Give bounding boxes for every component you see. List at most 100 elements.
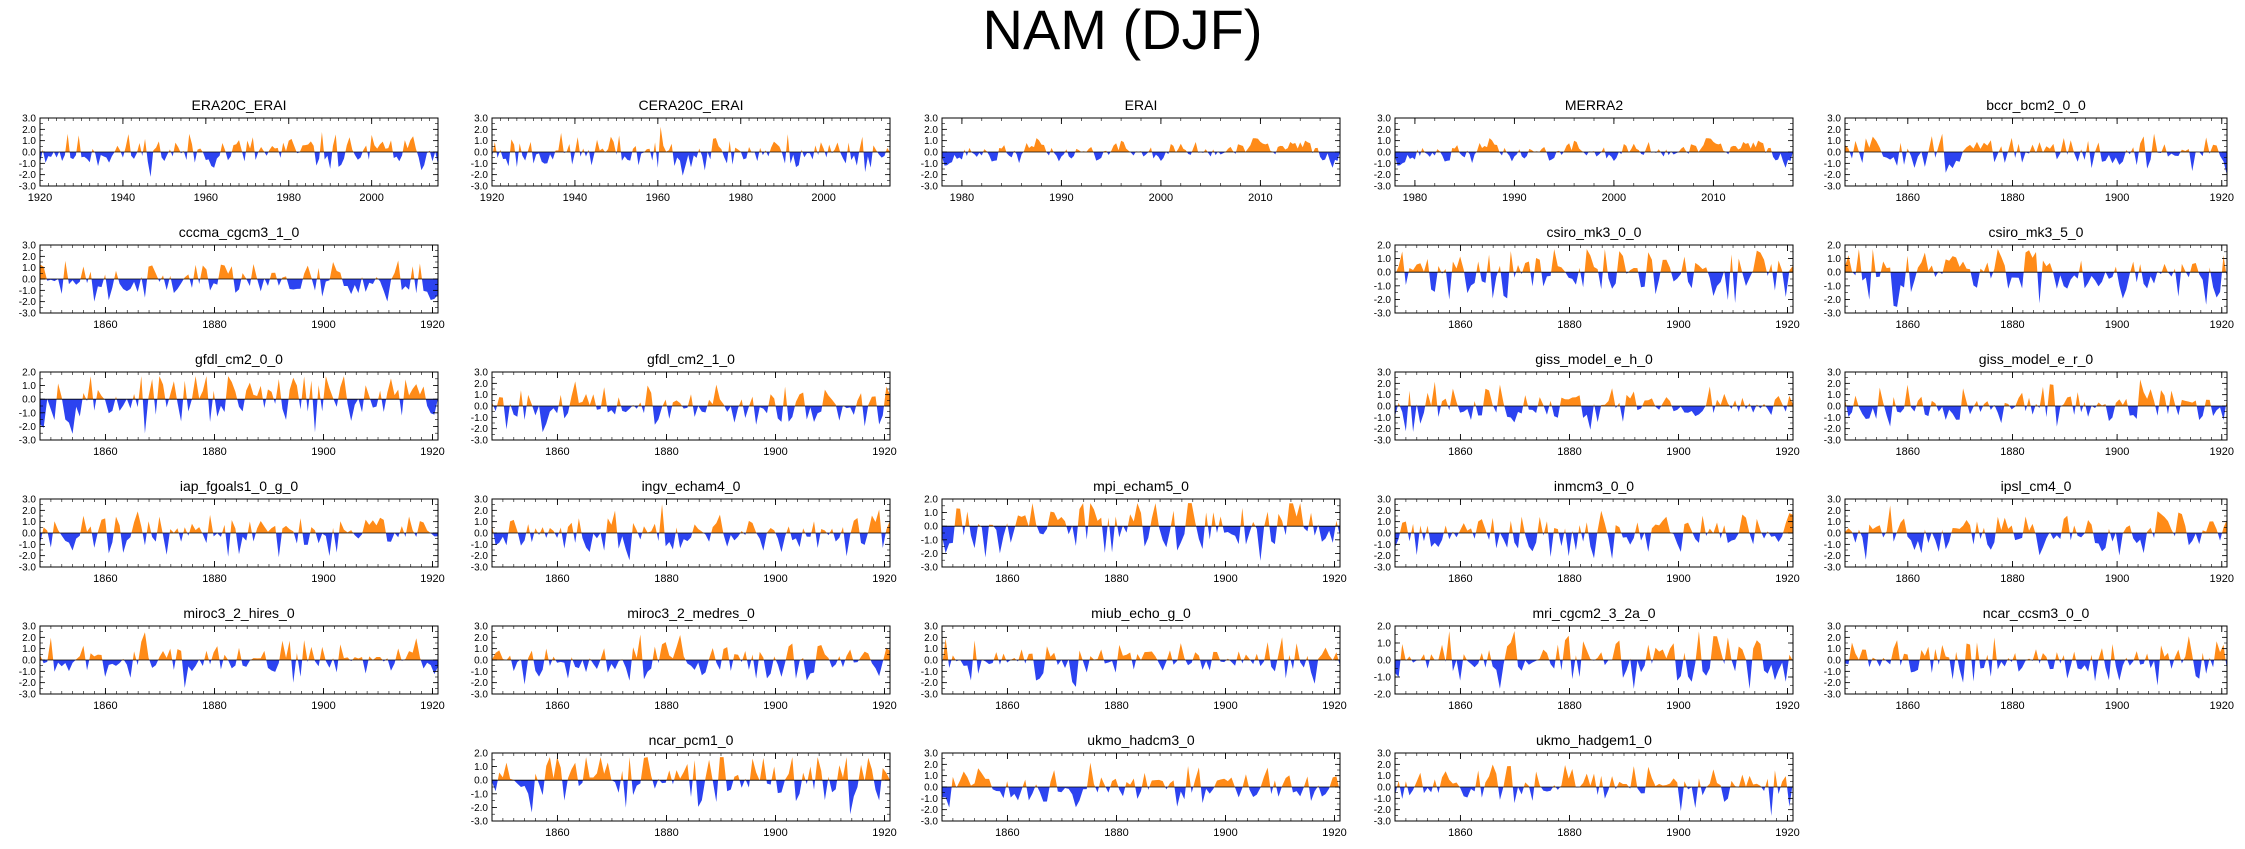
x-tick-label: 1960: [194, 192, 218, 204]
y-tick-label: 1.0: [1377, 771, 1391, 782]
x-tick-label: 1900: [763, 827, 787, 839]
panel-giss_model_e_h_0: giss_model_e_h_0 3.02.01.00.0-1.0-2.0-3.0…: [1374, 351, 1800, 458]
y-tick-label: -1.0: [1824, 281, 1842, 292]
panel-iap_fgoals1_0_g_0: iap_fgoals1_0_g_0 3.02.01.00.0-1.0-2.0-3.…: [19, 478, 445, 585]
y-tick-label: 0.0: [1377, 783, 1391, 794]
x-tick-label: 1900: [1213, 700, 1237, 712]
x-tick-label: 1880: [654, 446, 678, 458]
y-tick-label: 1.0: [474, 644, 488, 655]
x-tick-label: 1880: [1557, 700, 1581, 712]
y-tick-label: -2.0: [19, 551, 37, 562]
y-tick-label: -3.0: [1374, 817, 1392, 828]
y-tick-label: 2.0: [924, 760, 938, 771]
panel-title: ERA20C_ERAI: [192, 97, 287, 113]
y-tick-label: 2.0: [1377, 622, 1391, 633]
y-tick-label: -1.0: [1374, 159, 1392, 170]
y-tick-label: -1.0: [471, 789, 489, 800]
y-tick-label: 0.0: [474, 656, 488, 667]
panel-cccma_cgcm3_1_0: cccma_cgcm3_1_0 3.02.01.00.0-1.0-2.0-3.0 1…: [19, 224, 445, 331]
x-tick-label: 1880: [2000, 573, 2024, 585]
y-tick-label: -2.0: [19, 297, 37, 308]
panel-title: ncar_pcm1_0: [649, 732, 734, 748]
x-tick-label: 1920: [1775, 446, 1799, 458]
panel-title: inmcm3_0_0: [1554, 478, 1634, 494]
y-tick-label: 1.0: [22, 644, 36, 655]
y-tick-label: -3.0: [1374, 436, 1392, 447]
y-tick-label: 2.0: [1827, 506, 1841, 517]
x-tick-label: 1920: [2210, 192, 2234, 204]
y-tick-label: 1.0: [22, 136, 36, 147]
y-tick-label: -2.0: [1824, 424, 1842, 435]
panel-ukmo_hadcm3_0: ukmo_hadcm3_0 3.02.01.00.0-1.0-2.0-3.0 186…: [921, 732, 1347, 839]
x-tick-label: 1880: [2000, 446, 2024, 458]
y-tick-label: 1.0: [1377, 136, 1391, 147]
y-tick-label: -3.0: [921, 690, 939, 701]
y-tick-label: 1.0: [1377, 639, 1391, 650]
y-tick-label: 1.0: [1377, 254, 1391, 265]
x-tick-label: 1860: [995, 827, 1019, 839]
y-tick-label: -3.0: [921, 563, 939, 574]
positive-area: [1845, 505, 2227, 533]
x-tick-label: 1860: [995, 573, 1019, 585]
x-tick-label: 1920: [872, 573, 896, 585]
y-tick-label: -3.0: [1824, 436, 1842, 447]
y-tick-label: 3.0: [1827, 114, 1841, 125]
y-tick-label: -1.0: [921, 535, 939, 546]
x-tick-label: 1920: [420, 319, 444, 331]
plot-frame: [1394, 244, 1794, 314]
y-tick-label: -3.0: [471, 182, 489, 193]
y-tick-label: 0.0: [924, 783, 938, 794]
y-tick-label: -1.0: [921, 794, 939, 805]
y-tick-label: 2.0: [924, 495, 938, 506]
x-tick-label: 1900: [311, 573, 335, 585]
x-tick-label: 1860: [1896, 446, 1920, 458]
panel-title: gfdl_cm2_0_0: [195, 351, 283, 367]
y-tick-label: -1.0: [19, 408, 37, 419]
y-tick-label: -1.0: [1374, 673, 1392, 684]
y-tick-label: 2.0: [1377, 379, 1391, 390]
negative-area: [942, 660, 1340, 687]
x-tick-label: 1920: [420, 446, 444, 458]
y-tick-label: 1.0: [924, 508, 938, 519]
x-tick-label: 1920: [1322, 827, 1346, 839]
x-tick-label: 1860: [93, 573, 117, 585]
y-tick-label: 0.0: [1827, 529, 1841, 540]
x-tick-label: 1860: [545, 827, 569, 839]
x-tick-label: 1920: [1322, 573, 1346, 585]
panel-miroc3_2_hires_0: miroc3_2_hires_0 3.02.01.00.0-1.0-2.0-3.0…: [19, 605, 445, 712]
x-tick-label: 1860: [93, 700, 117, 712]
panel-ncar_pcm1_0: ncar_pcm1_0 2.0 1.0 0.0 -1.0 -2.0 -3.0 1860 1880…: [471, 732, 897, 839]
x-tick-label: 1900: [2105, 192, 2129, 204]
y-tick-label: 0.0: [474, 529, 488, 540]
x-tick-label: 1860: [1448, 446, 1472, 458]
positive-area: [492, 381, 890, 406]
x-tick-label: 1880: [202, 446, 226, 458]
x-tick-label: 1990: [1502, 192, 1526, 204]
x-tick-label: 1880: [2000, 700, 2024, 712]
x-tick-label: 1880: [1104, 700, 1128, 712]
y-tick-label: -2.0: [1374, 295, 1392, 306]
y-tick-label: 1.0: [474, 517, 488, 528]
y-tick-label: -2.0: [1374, 424, 1392, 435]
y-tick-label: 2.0: [474, 125, 488, 136]
y-tick-label: 1.0: [1377, 517, 1391, 528]
positive-area: [942, 637, 1339, 660]
x-tick-label: 1900: [1666, 446, 1690, 458]
x-tick-label: 1880: [654, 573, 678, 585]
positive-area: [40, 260, 422, 279]
y-tick-label: 0.0: [1827, 148, 1841, 159]
negative-area: [40, 152, 438, 177]
y-tick-label: -2.0: [1374, 170, 1392, 181]
x-tick-label: 1920: [872, 700, 896, 712]
x-tick-label: 1920: [1322, 700, 1346, 712]
y-tick-label: -2.0: [921, 549, 939, 560]
positive-area: [1400, 631, 1793, 660]
x-tick-label: 1960: [646, 192, 670, 204]
y-tick-label: -3.0: [19, 563, 37, 574]
x-tick-label: 1900: [2105, 446, 2129, 458]
y-tick-label: 3.0: [22, 241, 36, 252]
panel-bccr_bcm2_0_0: bccr_bcm2_0_0 3.02.01.00.0-1.0-2.0-3.0 186…: [1824, 97, 2234, 204]
x-tick-label: 1920: [2210, 319, 2234, 331]
